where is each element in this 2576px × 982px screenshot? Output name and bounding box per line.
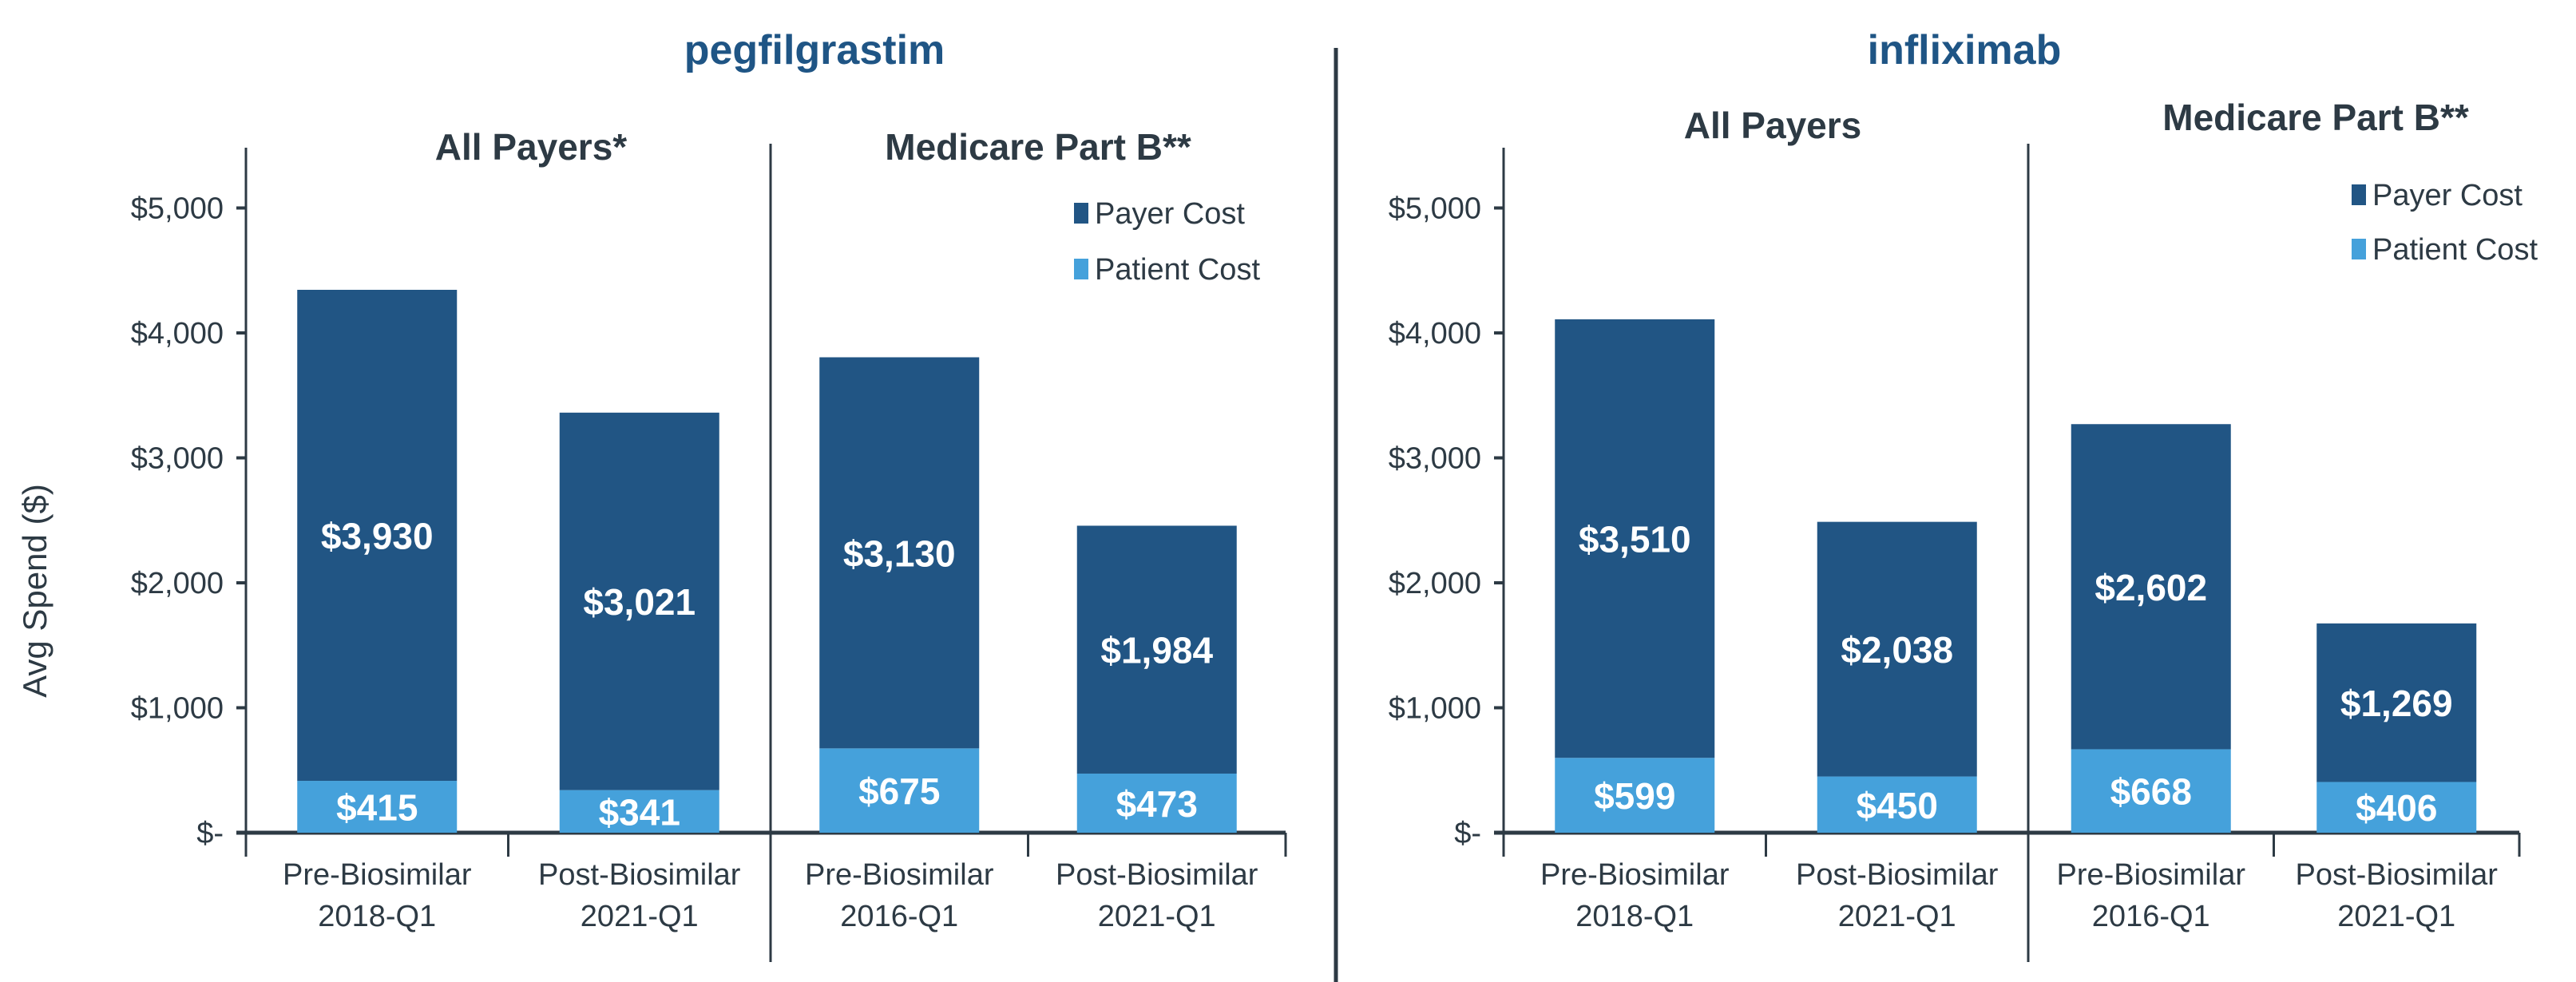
bar-payer-cost bbox=[1817, 521, 1977, 777]
bar-patient-cost bbox=[297, 781, 458, 833]
x-tick-label: 2021-Q1 bbox=[581, 900, 699, 933]
group-title: All Payers* bbox=[435, 126, 627, 168]
pegfilgrastim-title: pegfilgrastim bbox=[684, 27, 945, 73]
legend-swatch bbox=[1074, 203, 1088, 224]
y-axis-label: Avg Spend ($) bbox=[16, 484, 54, 698]
data-label-patient-cost: $406 bbox=[2356, 787, 2437, 829]
bar-payer-cost bbox=[297, 290, 458, 782]
legend-swatch bbox=[2352, 184, 2366, 205]
bar-payer-cost bbox=[2316, 623, 2477, 782]
group-title: Medicare Part B** bbox=[885, 126, 1191, 168]
legend-swatch bbox=[1074, 259, 1088, 279]
data-label-payer-cost: $1,269 bbox=[2340, 683, 2453, 724]
infliximab-title: infliximab bbox=[1868, 27, 2062, 73]
data-label-patient-cost: $668 bbox=[2110, 771, 2192, 813]
bar-payer-cost bbox=[1555, 319, 1715, 758]
legend-label: Patient Cost bbox=[1095, 253, 1260, 287]
legend-label: Patient Cost bbox=[2372, 233, 2538, 267]
data-label-payer-cost: $3,510 bbox=[1579, 519, 1691, 560]
x-tick-label: 2018-Q1 bbox=[318, 900, 436, 933]
x-tick-label: Post-Biosimilar bbox=[538, 858, 741, 892]
data-label-payer-cost: $3,021 bbox=[583, 581, 696, 623]
bar-payer-cost bbox=[559, 412, 719, 790]
x-tick-label: 2021-Q1 bbox=[1098, 900, 1216, 933]
x-tick-label: Pre-Biosimilar bbox=[805, 858, 994, 892]
data-label-payer-cost: $2,602 bbox=[2094, 567, 2207, 608]
y-tick-label: $3,000 bbox=[131, 442, 224, 476]
y-tick-label: $- bbox=[1454, 817, 1481, 850]
bar-payer-cost bbox=[819, 357, 980, 749]
bar-patient-cost bbox=[559, 790, 719, 833]
legend-label: Payer Cost bbox=[2372, 179, 2522, 212]
y-tick-label: $2,000 bbox=[131, 567, 224, 600]
y-tick-label: $2,000 bbox=[1389, 567, 1481, 600]
x-tick-label: Pre-Biosimilar bbox=[1540, 858, 1730, 892]
data-label-patient-cost: $473 bbox=[1116, 783, 1198, 825]
group-title: Medicare Part B** bbox=[2162, 97, 2469, 138]
bar-patient-cost bbox=[1555, 758, 1715, 833]
y-tick-label: $5,000 bbox=[131, 192, 224, 226]
legend-swatch bbox=[2352, 239, 2366, 259]
data-label-patient-cost: $341 bbox=[599, 791, 680, 833]
y-tick-label: $- bbox=[196, 817, 224, 850]
x-tick-label: Post-Biosimilar bbox=[2296, 858, 2499, 892]
y-tick-label: $4,000 bbox=[131, 317, 224, 350]
bar-payer-cost bbox=[1076, 525, 1237, 774]
x-tick-label: Post-Biosimilar bbox=[1056, 858, 1258, 892]
x-tick-label: 2016-Q1 bbox=[840, 900, 958, 933]
bar-patient-cost bbox=[2071, 749, 2231, 833]
x-tick-label: 2021-Q1 bbox=[2337, 900, 2455, 933]
data-label-patient-cost: $599 bbox=[1594, 775, 1675, 817]
bar-patient-cost bbox=[1817, 776, 1977, 833]
data-label-payer-cost: $3,930 bbox=[321, 516, 434, 557]
bar-patient-cost bbox=[2316, 782, 2477, 833]
bar-patient-cost bbox=[819, 748, 980, 833]
x-tick-label: Post-Biosimilar bbox=[1796, 858, 1999, 892]
bar-patient-cost bbox=[1076, 773, 1237, 833]
legend-label: Payer Cost bbox=[1095, 197, 1245, 231]
x-tick-label: Pre-Biosimilar bbox=[2057, 858, 2246, 892]
y-tick-label: $3,000 bbox=[1389, 442, 1481, 476]
data-label-patient-cost: $450 bbox=[1857, 785, 1938, 826]
data-label-patient-cost: $675 bbox=[858, 770, 940, 812]
data-label-payer-cost: $2,038 bbox=[1841, 629, 1953, 671]
data-label-payer-cost: $3,130 bbox=[843, 533, 956, 574]
y-tick-label: $5,000 bbox=[1389, 192, 1481, 226]
y-tick-label: $4,000 bbox=[1389, 317, 1481, 350]
y-tick-label: $1,000 bbox=[1389, 692, 1481, 726]
x-tick-label: 2021-Q1 bbox=[1838, 900, 1956, 933]
x-tick-label: 2018-Q1 bbox=[1575, 900, 1694, 933]
data-label-payer-cost: $1,984 bbox=[1100, 630, 1213, 671]
group-title: All Payers bbox=[1684, 105, 1861, 146]
bar-payer-cost bbox=[2071, 424, 2231, 750]
data-label-patient-cost: $415 bbox=[336, 787, 418, 829]
y-tick-label: $1,000 bbox=[131, 692, 224, 726]
x-tick-label: Pre-Biosimilar bbox=[283, 858, 472, 892]
x-tick-label: 2016-Q1 bbox=[2092, 900, 2210, 933]
